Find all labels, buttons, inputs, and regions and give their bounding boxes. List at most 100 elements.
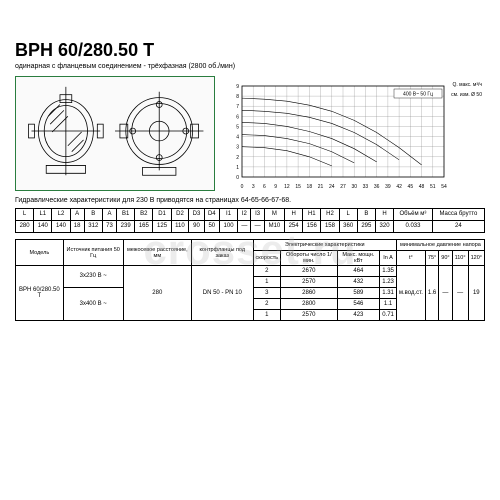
p-4: 423 bbox=[337, 310, 380, 321]
dim-cell-9: 110 bbox=[171, 221, 189, 233]
dim-cell-19: 360 bbox=[339, 221, 357, 233]
svg-text:4: 4 bbox=[236, 135, 239, 141]
ph4: 120° bbox=[468, 251, 484, 266]
svg-text:6: 6 bbox=[263, 184, 266, 190]
dim-cell-11: 50 bbox=[204, 221, 219, 233]
dim-head-15: M bbox=[264, 209, 284, 221]
dim-head-17: H1 bbox=[303, 209, 321, 221]
dim-head-16: H bbox=[285, 209, 303, 221]
p-1: 432 bbox=[337, 277, 380, 288]
dim-head-12: I1 bbox=[219, 209, 237, 221]
in-3: 1.1 bbox=[380, 299, 397, 310]
dim-cell-4: 312 bbox=[84, 221, 102, 233]
rpm-3: 2800 bbox=[281, 299, 337, 310]
col-pmax: Макс. мощн. кВт bbox=[337, 251, 380, 266]
top-row: 0369121518212427303336394245485154012345… bbox=[15, 76, 485, 191]
dim-head-21: H bbox=[375, 209, 393, 221]
svg-text:9: 9 bbox=[274, 184, 277, 190]
svg-text:3: 3 bbox=[236, 145, 239, 151]
dim-head-1: L1 bbox=[34, 209, 52, 221]
p-2: 589 bbox=[337, 288, 380, 299]
dim-cell-14: — bbox=[251, 221, 264, 233]
svg-text:15: 15 bbox=[295, 184, 301, 190]
dim-cell-7: 165 bbox=[135, 221, 153, 233]
svg-text:21: 21 bbox=[318, 184, 324, 190]
svg-text:30: 30 bbox=[351, 184, 357, 190]
press-4: 19 bbox=[468, 266, 484, 321]
svg-text:33: 33 bbox=[363, 184, 369, 190]
rpm-2: 2860 bbox=[281, 288, 337, 299]
svg-text:Q. макс. м³/ч: Q. макс. м³/ч bbox=[452, 82, 482, 88]
dim-head-10: D3 bbox=[189, 209, 204, 221]
performance-chart: 0369121518212427303336394245485154012345… bbox=[223, 76, 485, 191]
p-0: 464 bbox=[337, 266, 380, 277]
svg-text:9: 9 bbox=[236, 84, 239, 90]
svg-text:6: 6 bbox=[236, 114, 239, 120]
col-in: In A bbox=[380, 251, 397, 266]
rpm-0: 2670 bbox=[281, 266, 337, 277]
in-4: 0.71 bbox=[380, 310, 397, 321]
svg-text:0: 0 bbox=[241, 184, 244, 190]
press-2: — bbox=[439, 266, 452, 321]
dim-cell-16: 254 bbox=[285, 221, 303, 233]
dim-head-23: Масса брутто bbox=[432, 209, 484, 221]
dim-cell-3: 18 bbox=[70, 221, 84, 233]
svg-text:39: 39 bbox=[385, 184, 391, 190]
dim-cell-17: 156 bbox=[303, 221, 321, 233]
dimension-table: LL1L2ABAB1B2D1D2D3D4I1I2I3MHH1H2LBHОбъём… bbox=[15, 208, 485, 233]
svg-text:48: 48 bbox=[419, 184, 425, 190]
dim-cell-2: 140 bbox=[52, 221, 70, 233]
svg-text:18: 18 bbox=[307, 184, 313, 190]
dim-head-3: A bbox=[70, 209, 84, 221]
p-3: 546 bbox=[337, 299, 380, 310]
ph3: 110° bbox=[452, 251, 468, 266]
page-subtitle: одинарная с фланцевым соединением - трёх… bbox=[15, 63, 485, 70]
svg-text:7: 7 bbox=[236, 104, 239, 110]
col-model: Модель bbox=[16, 240, 64, 266]
col-power: Источник питания 50 Гц bbox=[63, 240, 123, 266]
in-0: 1.35 bbox=[380, 266, 397, 277]
dim-cell-18: 158 bbox=[321, 221, 339, 233]
dim-head-0: L bbox=[16, 209, 34, 221]
dim-head-22: Объём м³ bbox=[394, 209, 433, 221]
spd-2: 3 bbox=[253, 288, 281, 299]
svg-text:2: 2 bbox=[236, 155, 239, 161]
svg-text:36: 36 bbox=[374, 184, 380, 190]
dim-cell-5: 73 bbox=[102, 221, 116, 233]
rpm-4: 2570 bbox=[281, 310, 337, 321]
svg-text:см. изм. Ø 50: см. изм. Ø 50 bbox=[451, 92, 482, 98]
dim-head-19: L bbox=[339, 209, 357, 221]
svg-text:54: 54 bbox=[441, 184, 447, 190]
col-speed: скорость bbox=[253, 251, 281, 266]
svg-text:42: 42 bbox=[396, 184, 402, 190]
pwr-0: 3x230 В ~ bbox=[63, 266, 123, 288]
in-2: 1.31 bbox=[380, 288, 397, 299]
technical-drawing bbox=[15, 76, 215, 191]
svg-text:51: 51 bbox=[430, 184, 436, 190]
dim-cell-15: M10 bbox=[264, 221, 284, 233]
dim-head-18: H2 bbox=[321, 209, 339, 221]
dim-head-7: B2 bbox=[135, 209, 153, 221]
spd-4: 1 bbox=[253, 310, 281, 321]
dim-cell-21: 320 bbox=[375, 221, 393, 233]
ph2: 90° bbox=[439, 251, 452, 266]
col-minpress: минимальное давление напора bbox=[396, 240, 484, 251]
svg-text:1: 1 bbox=[236, 165, 239, 171]
dim-cell-22: 0.033 bbox=[394, 221, 433, 233]
dim-cell-1: 140 bbox=[34, 221, 52, 233]
col-rpm: Обороты число 1/мин. bbox=[281, 251, 337, 266]
dim-head-2: L2 bbox=[52, 209, 70, 221]
press-0: м.вод.ст. bbox=[396, 266, 425, 321]
svg-text:5: 5 bbox=[236, 124, 239, 130]
svg-text:24: 24 bbox=[329, 184, 335, 190]
flange-cell: DN 50 - PN 10 bbox=[192, 266, 254, 321]
press-3: — bbox=[452, 266, 468, 321]
col-dist: межосевое расстояние, мм bbox=[123, 240, 191, 266]
page-title: BPH 60/280.50 T bbox=[15, 40, 485, 61]
hydraulic-note: Гидравлические характеристики для 230 В … bbox=[15, 197, 485, 204]
svg-text:45: 45 bbox=[408, 184, 414, 190]
spec-table: Модель Источник питания 50 Гц межосевое … bbox=[15, 239, 485, 321]
model-cell: BPH 60/280.50 T bbox=[16, 266, 64, 321]
svg-text:400 В~ 50 Гц: 400 В~ 50 Гц bbox=[403, 92, 433, 98]
rpm-1: 2570 bbox=[281, 277, 337, 288]
